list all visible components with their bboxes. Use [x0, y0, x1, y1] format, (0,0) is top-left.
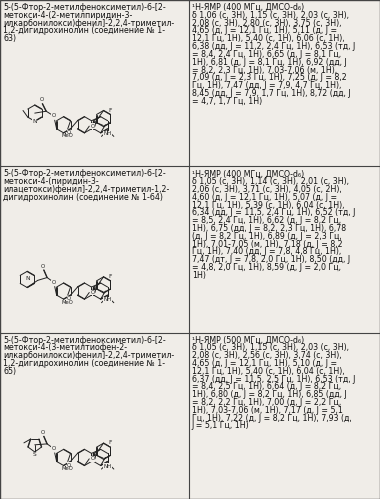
Text: O: O — [52, 280, 56, 285]
Text: 1,2-дигидрохинолин (соединение № 1-: 1,2-дигидрохинолин (соединение № 1- — [3, 26, 165, 35]
Text: J = 5,1 Гц, 1H): J = 5,1 Гц, 1H) — [192, 422, 250, 431]
Text: NH: NH — [103, 131, 112, 136]
Text: δ 1,05 (с, 3H), 1,15 (с, 3H), 2,03 (с, 3H),: δ 1,05 (с, 3H), 1,15 (с, 3H), 2,03 (с, 3… — [192, 343, 349, 352]
Text: = 8,2, 2,2 Гц, 1H), 7,00 (д, J = 2,2 Гц,: = 8,2, 2,2 Гц, 1H), 7,00 (д, J = 2,2 Гц, — [192, 398, 341, 407]
Text: илацетокси)фенил]-2,2,4-триметил-1,2-: илацетокси)фенил]-2,2,4-триметил-1,2- — [3, 185, 169, 194]
Text: O: O — [67, 296, 71, 301]
Text: = 8,5, 2,4 Гц, 1H), 6,62 (д, J = 8,2 Гц,: = 8,5, 2,4 Гц, 1H), 6,62 (д, J = 8,2 Гц, — [192, 216, 341, 225]
Text: O: O — [67, 463, 71, 468]
Text: 12,1 Гц, 1H), 5,40 (с, 1H), 6,04 (с, 1H),: 12,1 Гц, 1H), 5,40 (с, 1H), 6,04 (с, 1H)… — [192, 367, 345, 376]
Text: 5-(5-Фтор-2-метилфеноксиметил)-6-[2-: 5-(5-Фтор-2-метилфеноксиметил)-6-[2- — [3, 3, 166, 12]
Text: 1H), 6,81 (д, J = 8,1 Гц, 1H), 6,92 (дд, J: 1H), 6,81 (д, J = 8,1 Гц, 1H), 6,92 (дд,… — [192, 57, 347, 66]
Text: 1H): 1H) — [192, 271, 206, 280]
Text: F: F — [109, 441, 112, 446]
Text: 63): 63) — [3, 34, 16, 43]
Text: ¹H-ЯМР (400 МГц, ДМСО-d₆): ¹H-ЯМР (400 МГц, ДМСО-d₆) — [192, 169, 304, 178]
Text: O: O — [41, 263, 46, 268]
Text: NH: NH — [103, 297, 112, 302]
Text: F: F — [109, 108, 112, 113]
Text: 12,1 Гц, 1H), 5,40 (с, 1H), 6,06 (с, 1H),: 12,1 Гц, 1H), 5,40 (с, 1H), 6,06 (с, 1H)… — [192, 34, 345, 43]
Text: 4,60 (д, J = 12,1 Гц, 1H), 5,07 (д, J =: 4,60 (д, J = 12,1 Гц, 1H), 5,07 (д, J = — [192, 193, 337, 202]
Text: F: F — [109, 274, 112, 279]
Text: 1H), 7,01-7,05 (м, 1H), 7,18 (д, J = 8,2: 1H), 7,01-7,05 (м, 1H), 7,18 (д, J = 8,2 — [192, 240, 342, 249]
Text: MeO: MeO — [62, 300, 73, 305]
Text: O: O — [90, 457, 95, 462]
Text: 7,09 (д, J = 2,3 Гц, 1H), 7,25 (д, J = 8,2: 7,09 (д, J = 2,3 Гц, 1H), 7,25 (д, J = 8… — [192, 73, 347, 82]
Text: S: S — [33, 452, 36, 457]
Text: 6,34 (дд, J = 11,5, 2,4 Гц, 1H), 6,52 (тд, J: 6,34 (дд, J = 11,5, 2,4 Гц, 1H), 6,52 (т… — [192, 209, 355, 218]
Text: 6,37 (дд, J = 11,5, 2,5 Гц, 1H), 6,53 (тд, J: 6,37 (дд, J = 11,5, 2,5 Гц, 1H), 6,53 (т… — [192, 375, 355, 384]
Text: NH: NH — [103, 464, 112, 469]
Text: илкарбонилокси)фенил]-2,2,4-триметил-: илкарбонилокси)фенил]-2,2,4-триметил- — [3, 351, 174, 360]
Text: 5-(5-Фтор-2-метилфеноксиметил)-6-[2-: 5-(5-Фтор-2-метилфеноксиметил)-6-[2- — [3, 169, 166, 178]
Text: δ 1,06 (с, 3H), 1,15 (с, 3H), 2,03 (с, 3H),: δ 1,06 (с, 3H), 1,15 (с, 3H), 2,03 (с, 3… — [192, 11, 349, 20]
Text: Гц, 1H), 7,47 (дд, J = 7,9, 4,7 Гц, 1H),: Гц, 1H), 7,47 (дд, J = 7,9, 4,7 Гц, 1H), — [192, 81, 341, 90]
Text: 12,1 Гц, 1H), 5,39 (с, 1H), 6,04 (с, 1H),: 12,1 Гц, 1H), 5,39 (с, 1H), 6,04 (с, 1H)… — [192, 201, 344, 210]
Text: N: N — [25, 276, 29, 281]
Text: 2,06 (с, 3H), 3,71 (с, 3H), 4,05 (с, 2H),: 2,06 (с, 3H), 3,71 (с, 3H), 4,05 (с, 2H)… — [192, 185, 342, 194]
Text: = 8,4, 2,4 Гц, 1H), 6,65 (д, J = 8,1 Гц,: = 8,4, 2,4 Гц, 1H), 6,65 (д, J = 8,1 Гц, — [192, 50, 341, 59]
Text: метокси-4-(пиридин-3-: метокси-4-(пиридин-3- — [3, 177, 99, 186]
Text: O: O — [67, 130, 71, 135]
Text: = 4,8, 2,0 Гц, 1H), 8,59 (д, J = 2,0 Гц,: = 4,8, 2,0 Гц, 1H), 8,59 (д, J = 2,0 Гц, — [192, 263, 341, 272]
Text: MeO: MeO — [62, 466, 73, 471]
Text: δ 1,05 (с, 3H), 1,14 (с, 3H), 2,01 (с, 3H),: δ 1,05 (с, 3H), 1,14 (с, 3H), 2,01 (с, 3… — [192, 177, 349, 186]
Text: 1H), 6,75 (дд, J = 8,2, 2,3 Гц, 1H), 6,78: 1H), 6,75 (дд, J = 8,2, 2,3 Гц, 1H), 6,7… — [192, 224, 346, 233]
Text: 7,47 (дт, J = 7,8, 2,0 Гц, 1H), 8,50 (дд, J: 7,47 (дт, J = 7,8, 2,0 Гц, 1H), 8,50 (дд… — [192, 255, 350, 264]
Text: O: O — [40, 97, 44, 102]
Text: ¹H-ЯМР (500 МГц, ДМСО-d₆): ¹H-ЯМР (500 МГц, ДМСО-d₆) — [192, 336, 304, 345]
Text: илкарбонилокси)фенил]-2,2,4-триметил-: илкарбонилокси)фенил]-2,2,4-триметил- — [3, 18, 174, 27]
Text: O: O — [90, 124, 95, 129]
Text: N: N — [33, 119, 37, 124]
Text: O: O — [52, 446, 56, 451]
Text: 5-(5-Фтор-2-метилфеноксиметил)-6-[2-: 5-(5-Фтор-2-метилфеноксиметил)-6-[2- — [3, 336, 166, 345]
Text: 2,08 (с, 3H), 2,56 (с, 3H), 3,74 (с, 3H),: 2,08 (с, 3H), 2,56 (с, 3H), 3,74 (с, 3H)… — [192, 351, 342, 360]
Text: дигидрохинолин (соединение № 1-64): дигидрохинолин (соединение № 1-64) — [3, 193, 163, 202]
Text: 4,65 (д, J = 12,1 Гц, 1H), 5,10 (д, J =: 4,65 (д, J = 12,1 Гц, 1H), 5,10 (д, J = — [192, 359, 337, 368]
Text: MeO: MeO — [62, 133, 73, 138]
Text: 1,2-дигидрохинолин (соединение № 1-: 1,2-дигидрохинолин (соединение № 1- — [3, 359, 165, 368]
Text: = 8,4, 2,5 Гц, 1H), 6,64 (д, J = 8,2 Гц,: = 8,4, 2,5 Гц, 1H), 6,64 (д, J = 8,2 Гц, — [192, 382, 341, 392]
Text: 2,08 (с, 3H), 2,80 (с, 3H), 3,75 (с, 3H),: 2,08 (с, 3H), 2,80 (с, 3H), 3,75 (с, 3H)… — [192, 18, 341, 27]
Text: O: O — [90, 290, 95, 295]
Text: 8,45 (дд, J = 7,9, 1,7 Гц, 1H), 8,72 (дд, J: 8,45 (дд, J = 7,9, 1,7 Гц, 1H), 8,72 (дд… — [192, 89, 350, 98]
Text: 1H), 7,03-7,06 (м, 1H), 7,17 (д, J = 5,1: 1H), 7,03-7,06 (м, 1H), 7,17 (д, J = 5,1 — [192, 406, 343, 415]
Text: (д, J = 8,2 Гц, 1H), 6,89 (д, J = 2,3 Гц,: (д, J = 8,2 Гц, 1H), 6,89 (д, J = 2,3 Гц… — [192, 232, 342, 241]
Text: метокси-4-(3-метилтиофен-2-: метокси-4-(3-метилтиофен-2- — [3, 343, 127, 352]
Text: O: O — [52, 113, 56, 118]
Text: 6,38 (дд, J = 11,2, 2,4 Гц, 1H), 6,53 (тд, J: 6,38 (дд, J = 11,2, 2,4 Гц, 1H), 6,53 (т… — [192, 42, 355, 51]
Text: O: O — [41, 430, 46, 435]
Text: = 8,2, 2,3 Гц, 1H), 7,03-7,06 (м, 1H),: = 8,2, 2,3 Гц, 1H), 7,03-7,06 (м, 1H), — [192, 65, 337, 74]
Text: 1H), 6,80 (д, J = 8,2 Гц, 1H), 6,85 (дд, J: 1H), 6,80 (д, J = 8,2 Гц, 1H), 6,85 (дд,… — [192, 390, 347, 399]
Text: ¹H-ЯМР (400 МГц, ДМСО-d₆): ¹H-ЯМР (400 МГц, ДМСО-d₆) — [192, 3, 304, 12]
Text: 4,65 (д, J = 12,1 Гц, 1H), 5,11 (д, J =: 4,65 (д, J = 12,1 Гц, 1H), 5,11 (д, J = — [192, 26, 337, 35]
Text: метокси-4-(2-метилпиридин-3-: метокси-4-(2-метилпиридин-3- — [3, 11, 132, 20]
Text: Гц, 1H), 7,22 (д, J = 8,2 Гц, 1H), 7,93 (д,: Гц, 1H), 7,22 (д, J = 8,2 Гц, 1H), 7,93 … — [192, 414, 352, 423]
Text: = 4,7, 1,7 Гц, 1H): = 4,7, 1,7 Гц, 1H) — [192, 97, 262, 106]
Text: Гц, 1H), 7,40 (дд, J = 7,8, 4,8 Гц, 1H),: Гц, 1H), 7,40 (дд, J = 7,8, 4,8 Гц, 1H), — [192, 248, 341, 256]
Text: 65): 65) — [3, 367, 16, 376]
